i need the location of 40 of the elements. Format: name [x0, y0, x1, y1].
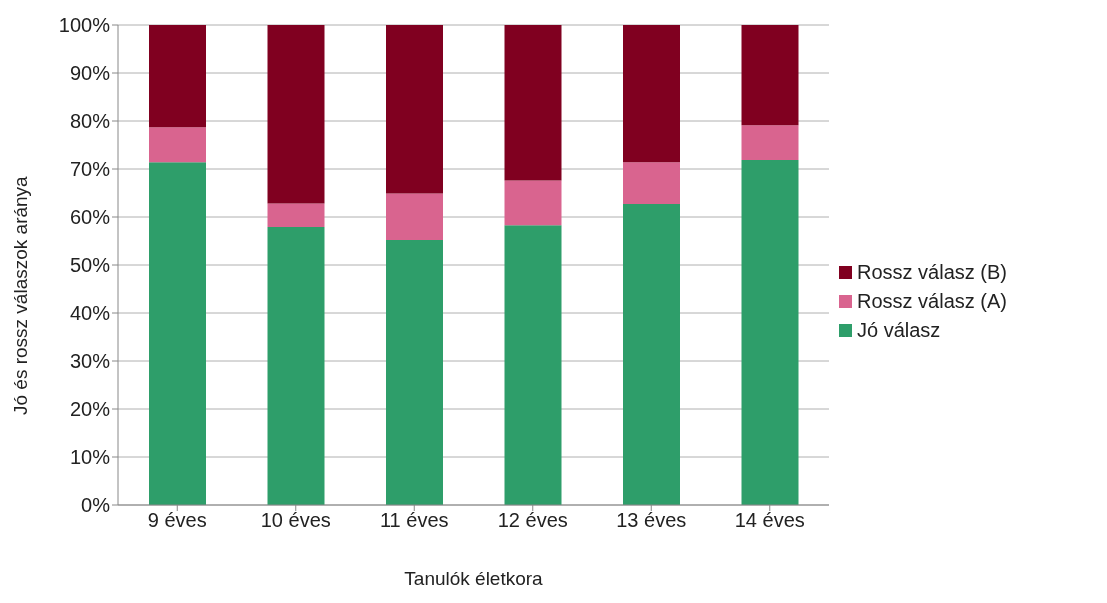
bar — [623, 162, 680, 205]
y-tick-label: 80% — [69, 110, 111, 133]
bar — [504, 225, 562, 505]
y-axis-title: Jó és rossz válaszok aránya — [9, 175, 31, 415]
y-tick-label: 50% — [69, 254, 111, 277]
bar — [386, 240, 443, 505]
y-tick-label: 40% — [69, 302, 111, 325]
bar — [623, 204, 680, 505]
bar — [267, 227, 325, 505]
bar — [386, 193, 443, 241]
bar — [741, 25, 799, 126]
bar — [386, 25, 443, 194]
x-tick-label: 13 éves — [616, 509, 687, 532]
bar — [741, 125, 799, 160]
bar — [623, 25, 680, 163]
y-tick-label: 60% — [69, 206, 111, 229]
y-tick-label: 10% — [69, 446, 111, 469]
bar — [267, 203, 325, 228]
y-tick-label: 100% — [58, 14, 111, 37]
y-tick-label: 0% — [81, 494, 111, 517]
y-tick-label: 20% — [69, 398, 111, 421]
bar — [504, 180, 562, 226]
bar — [149, 127, 206, 163]
x-tick-label: 10 éves — [260, 509, 331, 532]
legend-label: Jó válasz — [857, 319, 941, 342]
y-tick-label: 90% — [69, 62, 111, 85]
legend-label: Rossz válasz (A) — [857, 290, 1008, 313]
x-tick-label: 14 éves — [734, 509, 805, 532]
bar — [504, 25, 562, 181]
bar — [149, 162, 206, 505]
bar — [741, 159, 799, 505]
y-tick-label: 70% — [69, 158, 111, 181]
x-tick-label: 11 éves — [379, 509, 449, 532]
x-axis-title: Tanulók életkora — [404, 568, 544, 589]
bar — [149, 25, 206, 128]
x-tick-label: 12 éves — [497, 509, 568, 532]
x-tick-label: 9 éves — [147, 509, 207, 532]
bar — [267, 25, 325, 204]
legend-label: Rossz válasz (B) — [857, 261, 1008, 284]
y-tick-label: 30% — [69, 350, 111, 373]
